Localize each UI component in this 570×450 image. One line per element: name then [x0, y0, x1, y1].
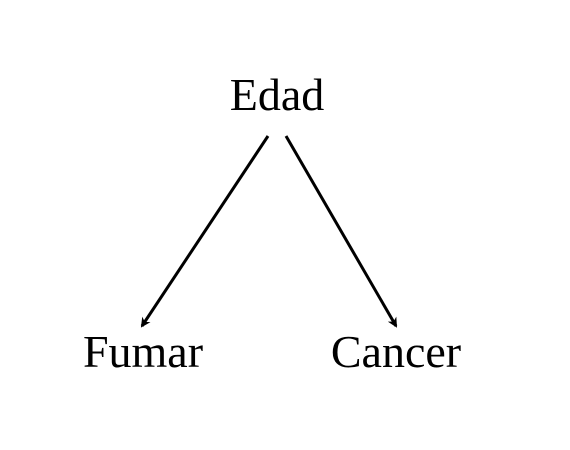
node-cancer: Cancer — [331, 326, 461, 377]
node-edad: Edad — [230, 69, 325, 120]
edge-edad-to-cancer — [284, 135, 398, 328]
node-fumar: Fumar — [83, 326, 203, 377]
edge-edad-to-fumar — [140, 135, 270, 328]
